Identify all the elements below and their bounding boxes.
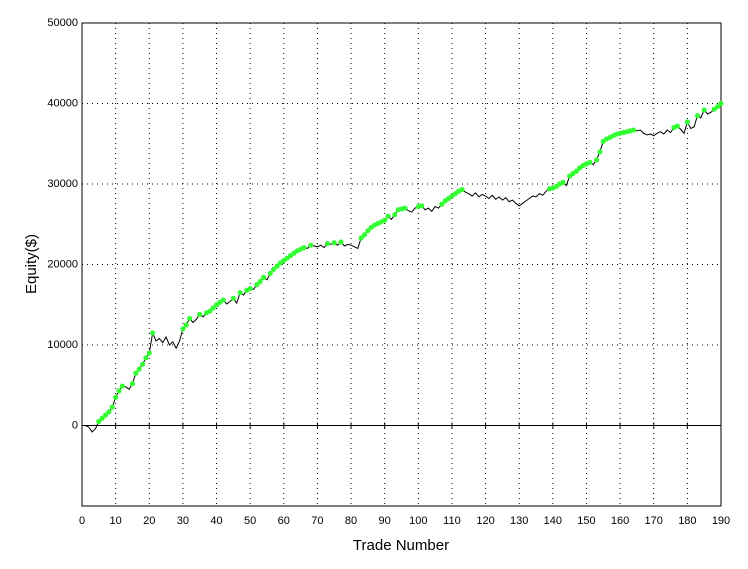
new-high-marker <box>129 381 136 387</box>
new-high-marker <box>139 361 146 367</box>
new-high-marker <box>207 308 213 314</box>
new-high-marker <box>220 297 226 303</box>
new-high-marker <box>385 213 391 219</box>
new-high-marker <box>99 415 105 421</box>
new-high-marker <box>230 295 236 301</box>
new-high-marker <box>210 305 216 311</box>
x-tick-label: 120 <box>476 515 494 527</box>
x-tick-label: 0 <box>79 515 85 527</box>
new-high-marker <box>96 418 102 425</box>
new-high-marker <box>439 201 445 207</box>
x-tick-label: 190 <box>712 515 730 527</box>
x-tick-label: 110 <box>443 515 461 527</box>
new-high-marker <box>684 119 690 125</box>
y-tick-label: 30000 <box>47 178 78 190</box>
x-tick-label: 100 <box>409 515 427 527</box>
new-high-marker <box>459 187 465 193</box>
new-high-marker <box>630 127 637 133</box>
new-high-marker <box>254 282 260 288</box>
new-high-marker <box>715 104 721 110</box>
new-high-marker <box>718 100 724 107</box>
new-high-marker <box>119 383 125 389</box>
new-high-marker <box>338 239 344 245</box>
x-tick-label: 60 <box>278 515 290 527</box>
new-high-marker <box>237 290 243 296</box>
new-high-marker <box>324 240 331 247</box>
new-high-marker <box>701 107 707 113</box>
new-high-marker <box>402 205 408 211</box>
new-high-marker <box>361 232 368 238</box>
new-high-marker <box>180 326 186 332</box>
new-high-marker <box>587 159 593 165</box>
new-high-marker <box>150 330 156 336</box>
new-high-marker <box>593 157 600 163</box>
new-high-marker <box>183 322 189 328</box>
y-axis-title: Equity($) <box>23 234 40 294</box>
new-high-marker <box>358 235 364 241</box>
new-high-marker <box>331 240 337 246</box>
new-high-marker <box>573 168 579 174</box>
new-high-marker <box>106 409 112 415</box>
new-high-marker <box>143 355 149 361</box>
x-tick-label: 180 <box>678 515 696 527</box>
x-axis-title: Trade Number <box>353 537 449 554</box>
new-high-marker <box>257 278 263 285</box>
new-high-marker <box>261 274 267 280</box>
new-high-marker <box>301 244 307 251</box>
x-tick-label: 140 <box>544 515 562 527</box>
new-high-marker <box>113 394 119 400</box>
new-high-marker <box>365 228 371 234</box>
new-high-marker <box>267 270 273 276</box>
x-tick-label: 90 <box>379 515 391 527</box>
x-tick-label: 70 <box>311 515 323 527</box>
x-tick-label: 30 <box>177 515 189 527</box>
y-tick-label: 10000 <box>47 339 78 351</box>
new-high-marker <box>133 370 139 376</box>
x-tick-label: 50 <box>244 515 256 527</box>
new-high-marker <box>694 112 701 119</box>
new-high-marker <box>674 123 680 129</box>
y-tick-label: 40000 <box>47 97 78 109</box>
x-tick-label: 150 <box>577 515 595 527</box>
new-high-marker <box>560 179 566 185</box>
new-high-marker <box>274 263 280 269</box>
y-tick-label: 0 <box>72 419 78 431</box>
y-tick-label: 20000 <box>47 258 78 270</box>
x-tick-label: 10 <box>110 515 122 527</box>
x-tick-label: 160 <box>611 515 629 527</box>
new-high-marker <box>116 388 122 394</box>
new-high-marker <box>419 203 425 209</box>
new-high-marker <box>308 242 314 248</box>
new-high-marker <box>197 311 203 318</box>
x-tick-label: 40 <box>210 515 222 527</box>
new-high-marker <box>187 315 193 322</box>
x-tick-label: 80 <box>345 515 357 527</box>
new-high-marker <box>102 412 109 418</box>
new-high-marker <box>271 266 277 272</box>
x-tick-label: 170 <box>645 515 663 527</box>
new-high-marker <box>247 286 253 292</box>
new-high-marker <box>392 211 398 218</box>
new-high-marker <box>597 149 603 155</box>
x-tick-label: 130 <box>510 515 528 527</box>
new-high-marker <box>146 350 152 356</box>
new-high-marker <box>382 217 388 223</box>
y-tick-label: 50000 <box>47 17 78 29</box>
new-high-marker <box>109 404 115 410</box>
new-high-marker <box>136 366 142 372</box>
x-tick-label: 20 <box>143 515 155 527</box>
